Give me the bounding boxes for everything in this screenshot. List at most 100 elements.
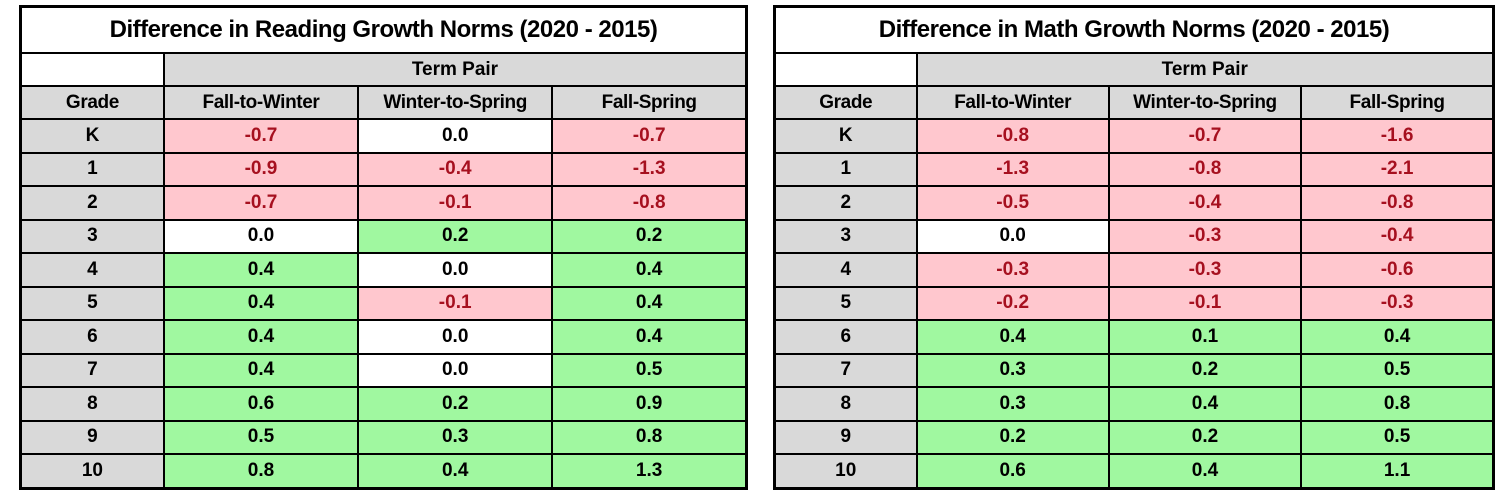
value-cell: 0.0 xyxy=(357,252,554,288)
value-cell: -0.8 xyxy=(1300,185,1495,221)
value-cell: 0.0 xyxy=(357,352,554,388)
value-cell: 0.4 xyxy=(1107,386,1303,422)
grade-cell: 1 xyxy=(773,151,918,187)
value-cell: 0.0 xyxy=(162,218,360,254)
grade-cell: 8 xyxy=(19,386,165,422)
value-cell: 0.6 xyxy=(162,386,360,422)
table-row: K -0.7 0.0 -0.7 xyxy=(19,118,748,154)
grade-cell: 10 xyxy=(19,453,165,489)
grade-cell: 7 xyxy=(773,352,918,388)
value-cell: 0.4 xyxy=(1300,319,1495,355)
table-row: 10 0.6 0.4 1.1 xyxy=(773,453,1495,489)
table-row: 4 0.4 0.0 0.4 xyxy=(19,252,748,288)
column-header-fall-spring: Fall-Spring xyxy=(1300,85,1495,120)
math-table-container: Difference in Math Growth Norms (2020 - … xyxy=(773,5,1495,490)
table-row: 3 0.0 0.2 0.2 xyxy=(19,218,748,254)
table-row: 1 -1.3 -0.8 -2.1 xyxy=(773,151,1495,187)
value-cell: 0.0 xyxy=(357,118,554,154)
corner-empty-cell xyxy=(773,52,918,87)
grade-cell: 4 xyxy=(19,252,165,288)
grade-cell: 3 xyxy=(773,218,918,254)
table-title: Difference in Reading Growth Norms (2020… xyxy=(19,5,748,54)
column-header-fall-to-winter: Fall-to-Winter xyxy=(162,85,360,120)
grade-cell: 2 xyxy=(773,185,918,221)
grade-cell: 4 xyxy=(773,252,918,288)
math-norms-table: Difference in Math Growth Norms (2020 - … xyxy=(773,5,1495,490)
grade-cell: 6 xyxy=(19,319,165,355)
value-cell: -2.1 xyxy=(1300,151,1495,187)
value-cell: -0.5 xyxy=(915,185,1110,221)
grade-cell: 10 xyxy=(773,453,918,489)
table-row: 3 0.0 -0.3 -0.4 xyxy=(773,218,1495,254)
value-cell: 0.4 xyxy=(551,252,748,288)
value-cell: 0.8 xyxy=(551,419,748,455)
table-title: Difference in Math Growth Norms (2020 - … xyxy=(773,5,1495,54)
table-row: 5 -0.2 -0.1 -0.3 xyxy=(773,285,1495,321)
term-pair-header: Term Pair xyxy=(162,52,748,87)
value-cell: 0.4 xyxy=(915,319,1110,355)
value-cell: 0.5 xyxy=(1300,352,1495,388)
table-row: 8 0.3 0.4 0.8 xyxy=(773,386,1495,422)
column-header-grade: Grade xyxy=(773,85,918,120)
grade-cell: 2 xyxy=(19,185,165,221)
value-cell: -0.3 xyxy=(915,252,1110,288)
value-cell: -0.1 xyxy=(1107,285,1303,321)
value-cell: -0.9 xyxy=(162,151,360,187)
grade-cell: 1 xyxy=(19,151,165,187)
grade-cell: 6 xyxy=(773,319,918,355)
value-cell: -0.4 xyxy=(1107,185,1303,221)
value-cell: 0.8 xyxy=(162,453,360,489)
grade-cell: K xyxy=(773,118,918,154)
column-header-winter-to-spring: Winter-to-Spring xyxy=(357,85,554,120)
table-row: 10 0.8 0.4 1.3 xyxy=(19,453,748,489)
table-row: 6 0.4 0.1 0.4 xyxy=(773,319,1495,355)
value-cell: 0.2 xyxy=(1107,352,1303,388)
value-cell: 0.2 xyxy=(551,218,748,254)
group-header-row: Term Pair xyxy=(19,52,748,87)
value-cell: -0.4 xyxy=(357,151,554,187)
value-cell: 0.2 xyxy=(1107,419,1303,455)
value-cell: -1.3 xyxy=(915,151,1110,187)
reading-table-container: Difference in Reading Growth Norms (2020… xyxy=(19,5,748,490)
value-cell: -1.6 xyxy=(1300,118,1495,154)
value-cell: 0.6 xyxy=(915,453,1110,489)
value-cell: 0.3 xyxy=(915,386,1110,422)
grade-cell: 9 xyxy=(773,419,918,455)
value-cell: 0.5 xyxy=(1300,419,1495,455)
value-cell: 0.4 xyxy=(551,319,748,355)
title-row: Difference in Reading Growth Norms (2020… xyxy=(19,5,748,54)
table-row: 2 -0.7 -0.1 -0.8 xyxy=(19,185,748,221)
value-cell: 0.0 xyxy=(915,218,1110,254)
corner-empty-cell xyxy=(19,52,165,87)
value-cell: -0.2 xyxy=(915,285,1110,321)
value-cell: 0.4 xyxy=(162,319,360,355)
column-header-grade: Grade xyxy=(19,85,165,120)
column-header-fall-spring: Fall-Spring xyxy=(551,85,748,120)
value-cell: 1.1 xyxy=(1300,453,1495,489)
grade-cell: 9 xyxy=(19,419,165,455)
table-row: 8 0.6 0.2 0.9 xyxy=(19,386,748,422)
table-row: 7 0.3 0.2 0.5 xyxy=(773,352,1495,388)
value-cell: 0.0 xyxy=(357,319,554,355)
value-cell: 0.2 xyxy=(357,386,554,422)
value-cell: -0.1 xyxy=(357,285,554,321)
grade-cell: 5 xyxy=(773,285,918,321)
column-header-winter-to-spring: Winter-to-Spring xyxy=(1107,85,1303,120)
reading-norms-table: Difference in Reading Growth Norms (2020… xyxy=(19,5,748,490)
grade-cell: 3 xyxy=(19,218,165,254)
value-cell: -0.8 xyxy=(1107,151,1303,187)
value-cell: -0.7 xyxy=(1107,118,1303,154)
grade-cell: 7 xyxy=(19,352,165,388)
table-body: K -0.7 0.0 -0.7 1 -0.9 -0.4 -1.3 2 -0.7 -0.1 -0.8 3 0… xyxy=(19,118,748,489)
grade-cell: 5 xyxy=(19,285,165,321)
table-row: 7 0.4 0.0 0.5 xyxy=(19,352,748,388)
grade-cell: 8 xyxy=(773,386,918,422)
value-cell: 0.4 xyxy=(1107,453,1303,489)
table-row: 1 -0.9 -0.4 -1.3 xyxy=(19,151,748,187)
value-cell: 0.2 xyxy=(915,419,1110,455)
table-body: K -0.8 -0.7 -1.6 1 -1.3 -0.8 -2.1 2 -0.5 -0.4 -0.8 3… xyxy=(773,118,1495,489)
value-cell: -0.3 xyxy=(1107,252,1303,288)
value-cell: 0.5 xyxy=(162,419,360,455)
value-cell: 0.5 xyxy=(551,352,748,388)
